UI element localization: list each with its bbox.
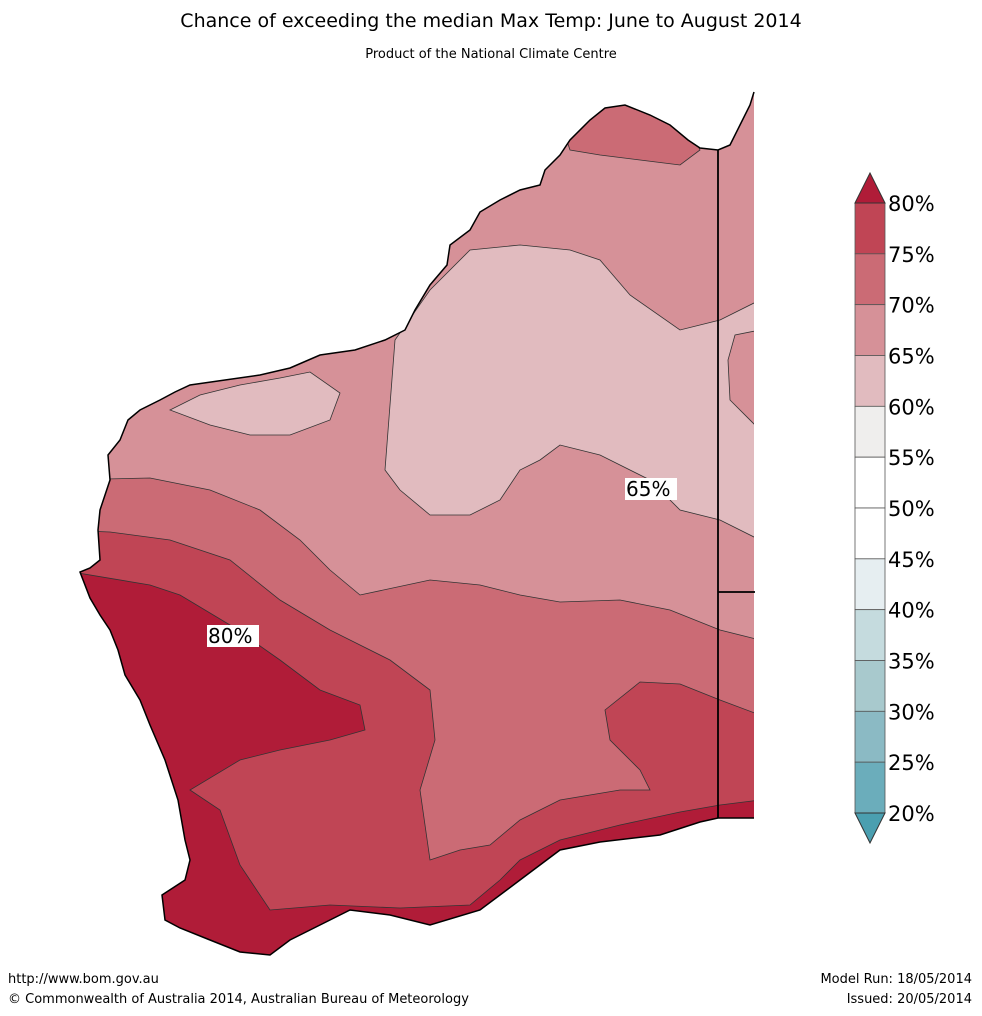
colorbar: 80% 75% 70% 65% 60% 55% 50% 45% 40% 35% 30% 25% 20% [854,171,935,845]
coastline [79,91,755,956]
colorbar-tick-label: 30% [888,700,935,724]
colorbar-bin [854,710,886,763]
footer-issued: Issued: 20/05/2014 [846,992,972,1007]
colorbar-tick-label: 60% [888,395,935,419]
colorbar-bin [854,304,886,356]
colorbar-bin [854,405,886,458]
colorbar-bin [854,761,886,814]
map-title: Chance of exceeding the median Max Temp:… [180,10,802,32]
colorbar-tick-label: 80% [888,192,935,216]
colorbar-bin [854,202,886,255]
zone-65-70-east [727,329,754,426]
colorbar-bottom-arrow [854,812,886,845]
map-label-65: 65% [626,477,670,501]
colorbar-tick-label: 25% [888,751,935,775]
colorbar-bin [854,355,886,407]
colorbar-bin [854,609,886,661]
footer-copyright: © Commonwealth of Australia 2014, Austra… [8,992,469,1007]
colorbar-tick-label: 70% [888,294,935,318]
colorbar-tick-label: 45% [888,548,935,572]
zone-60-65-west [169,371,341,436]
colorbar-bin [854,253,886,306]
colorbar-tick-label: 40% [888,599,935,623]
colorbar-tick-label: 65% [888,345,935,369]
zone-60-65-central [384,244,754,541]
colorbar-bin [854,660,886,712]
colorbar-bin [854,507,886,560]
map-label-80: 80% [208,624,252,648]
footer-model-run: Model Run: 18/05/2014 [820,972,972,987]
colorbar-tick-label: 55% [888,446,935,470]
colorbar-tick-label: 20% [888,802,935,826]
colorbar-bin [854,456,886,509]
colorbar-tick-label: 75% [888,243,935,267]
colorbar-bin [854,558,886,611]
colorbar-tick-label: 35% [888,650,935,674]
map-subtitle: Product of the National Climate Centre [365,47,617,62]
colorbar-top-arrow [854,171,886,204]
footer-url[interactable]: http://www.bom.gov.au [8,972,159,987]
colorbar-tick-label: 50% [888,497,935,521]
